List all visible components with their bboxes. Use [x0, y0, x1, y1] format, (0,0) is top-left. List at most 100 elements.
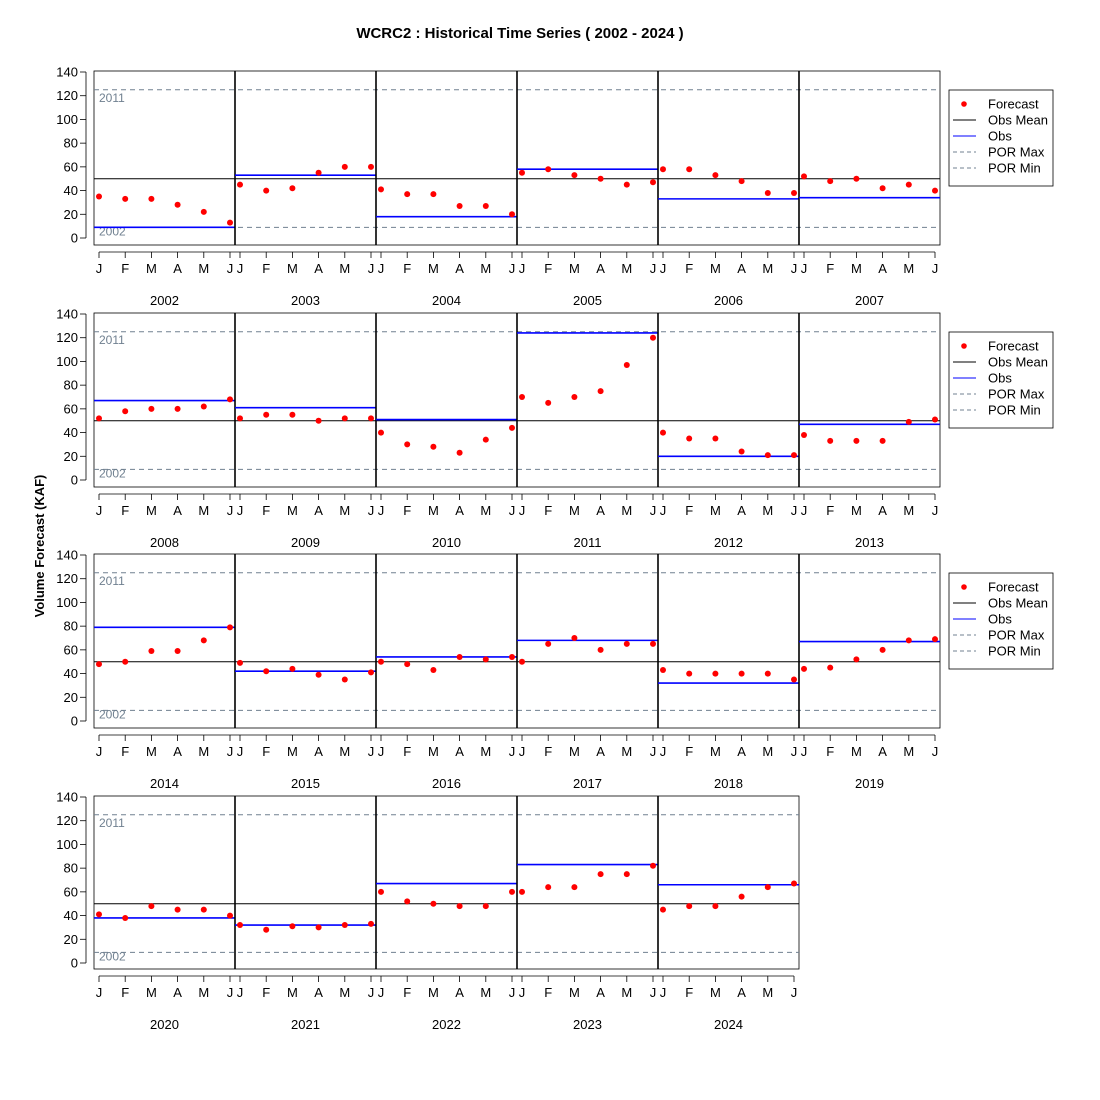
month-tick-label: M: [428, 744, 439, 759]
forecast-point: [237, 181, 243, 188]
forecast-point: [905, 418, 912, 425]
year-label: 2004: [432, 293, 461, 308]
forecast-point: [686, 435, 693, 442]
y-tick-label: 20: [64, 690, 78, 705]
forecast-point: [623, 871, 630, 878]
month-tick-label: J: [660, 261, 667, 276]
year-label: 2012: [714, 535, 743, 550]
legend-forecast-marker: [961, 101, 967, 107]
forecast-point: [509, 211, 515, 218]
forecast-point: [378, 429, 384, 436]
month-tick-label: A: [314, 985, 323, 1000]
y-tick-label: 120: [56, 813, 78, 828]
month-tick-label: M: [198, 261, 209, 276]
year-label: 2023: [573, 1017, 602, 1032]
forecast-point: [174, 405, 181, 412]
forecast-point: [545, 399, 552, 406]
month-tick-label: F: [262, 985, 270, 1000]
y-tick-label: 60: [64, 884, 78, 899]
month-tick-label: J: [96, 261, 103, 276]
year-label: 2021: [291, 1017, 320, 1032]
month-tick-label: J: [932, 261, 939, 276]
month-tick-label: J: [227, 744, 234, 759]
forecast-point: [148, 903, 155, 910]
forecast-point: [545, 640, 552, 647]
year-label: 2009: [291, 535, 320, 550]
month-tick-label: J: [932, 503, 939, 518]
month-tick-label: M: [146, 261, 157, 276]
forecast-point: [315, 169, 322, 176]
month-tick-label: M: [287, 985, 298, 1000]
month-tick-label: J: [801, 503, 808, 518]
y-axis-label: Volume Forecast (KAF): [32, 475, 47, 618]
legend-forecast-marker: [961, 584, 967, 590]
month-tick-label: A: [878, 503, 887, 518]
month-tick-label: F: [121, 985, 129, 1000]
forecast-point: [227, 912, 233, 919]
month-tick-label: F: [685, 985, 693, 1000]
forecast-point: [122, 658, 129, 665]
month-tick-label: J: [509, 503, 516, 518]
forecast-point: [122, 195, 129, 202]
forecast-point: [378, 888, 384, 895]
forecast-point: [712, 435, 719, 442]
month-tick-label: J: [791, 503, 798, 518]
forecast-point: [853, 175, 860, 182]
month-tick-label: J: [378, 261, 385, 276]
forecast-point: [827, 178, 834, 185]
y-tick-label: 0: [71, 473, 78, 488]
month-tick-label: M: [287, 744, 298, 759]
forecast-point: [404, 661, 411, 668]
forecast-point: [686, 903, 693, 910]
year-label: 2019: [855, 776, 884, 791]
forecast-point: [738, 178, 745, 185]
forecast-point: [597, 175, 604, 182]
month-tick-label: M: [621, 503, 632, 518]
month-tick-label: A: [878, 261, 887, 276]
forecast-point: [764, 670, 771, 677]
month-tick-label: M: [851, 503, 862, 518]
legend-forecast-marker: [961, 343, 967, 349]
month-tick-label: M: [569, 261, 580, 276]
forecast-point: [932, 416, 938, 423]
forecast-point: [545, 884, 552, 891]
month-tick-label: A: [737, 985, 746, 1000]
month-tick-label: M: [287, 261, 298, 276]
y-tick-label: 0: [71, 714, 78, 729]
forecast-point: [712, 903, 719, 910]
month-tick-label: J: [791, 744, 798, 759]
forecast-point: [879, 185, 886, 192]
month-tick-label: M: [480, 985, 491, 1000]
month-tick-label: M: [198, 744, 209, 759]
month-tick-label: M: [339, 503, 350, 518]
month-tick-label: M: [710, 261, 721, 276]
month-tick-label: F: [121, 261, 129, 276]
month-tick-label: M: [903, 744, 914, 759]
forecast-point: [853, 656, 860, 663]
por-min-annotation: 2002: [99, 707, 126, 721]
month-tick-label: F: [685, 503, 693, 518]
month-tick-label: J: [96, 985, 103, 1000]
forecast-point: [456, 653, 463, 660]
month-tick-label: J: [660, 503, 667, 518]
month-tick-label: A: [314, 261, 323, 276]
forecast-point: [200, 906, 207, 913]
forecast-point: [148, 648, 155, 655]
legend-label: POR Min: [988, 644, 1041, 659]
month-tick-label: J: [368, 985, 375, 1000]
forecast-point: [932, 636, 938, 643]
month-tick-label: M: [762, 503, 773, 518]
month-tick-label: J: [237, 503, 244, 518]
forecast-point: [200, 403, 207, 410]
legend-label: Obs Mean: [988, 355, 1048, 370]
year-label: 2011: [574, 535, 602, 550]
legend-label: Obs: [988, 371, 1012, 386]
month-tick-label: A: [596, 503, 605, 518]
forecast-point: [368, 920, 374, 927]
month-tick-label: F: [403, 985, 411, 1000]
month-tick-label: M: [480, 503, 491, 518]
y-tick-label: 120: [56, 88, 78, 103]
y-tick-label: 80: [64, 378, 78, 393]
year-label: 2020: [150, 1017, 179, 1032]
forecast-point: [482, 656, 489, 663]
